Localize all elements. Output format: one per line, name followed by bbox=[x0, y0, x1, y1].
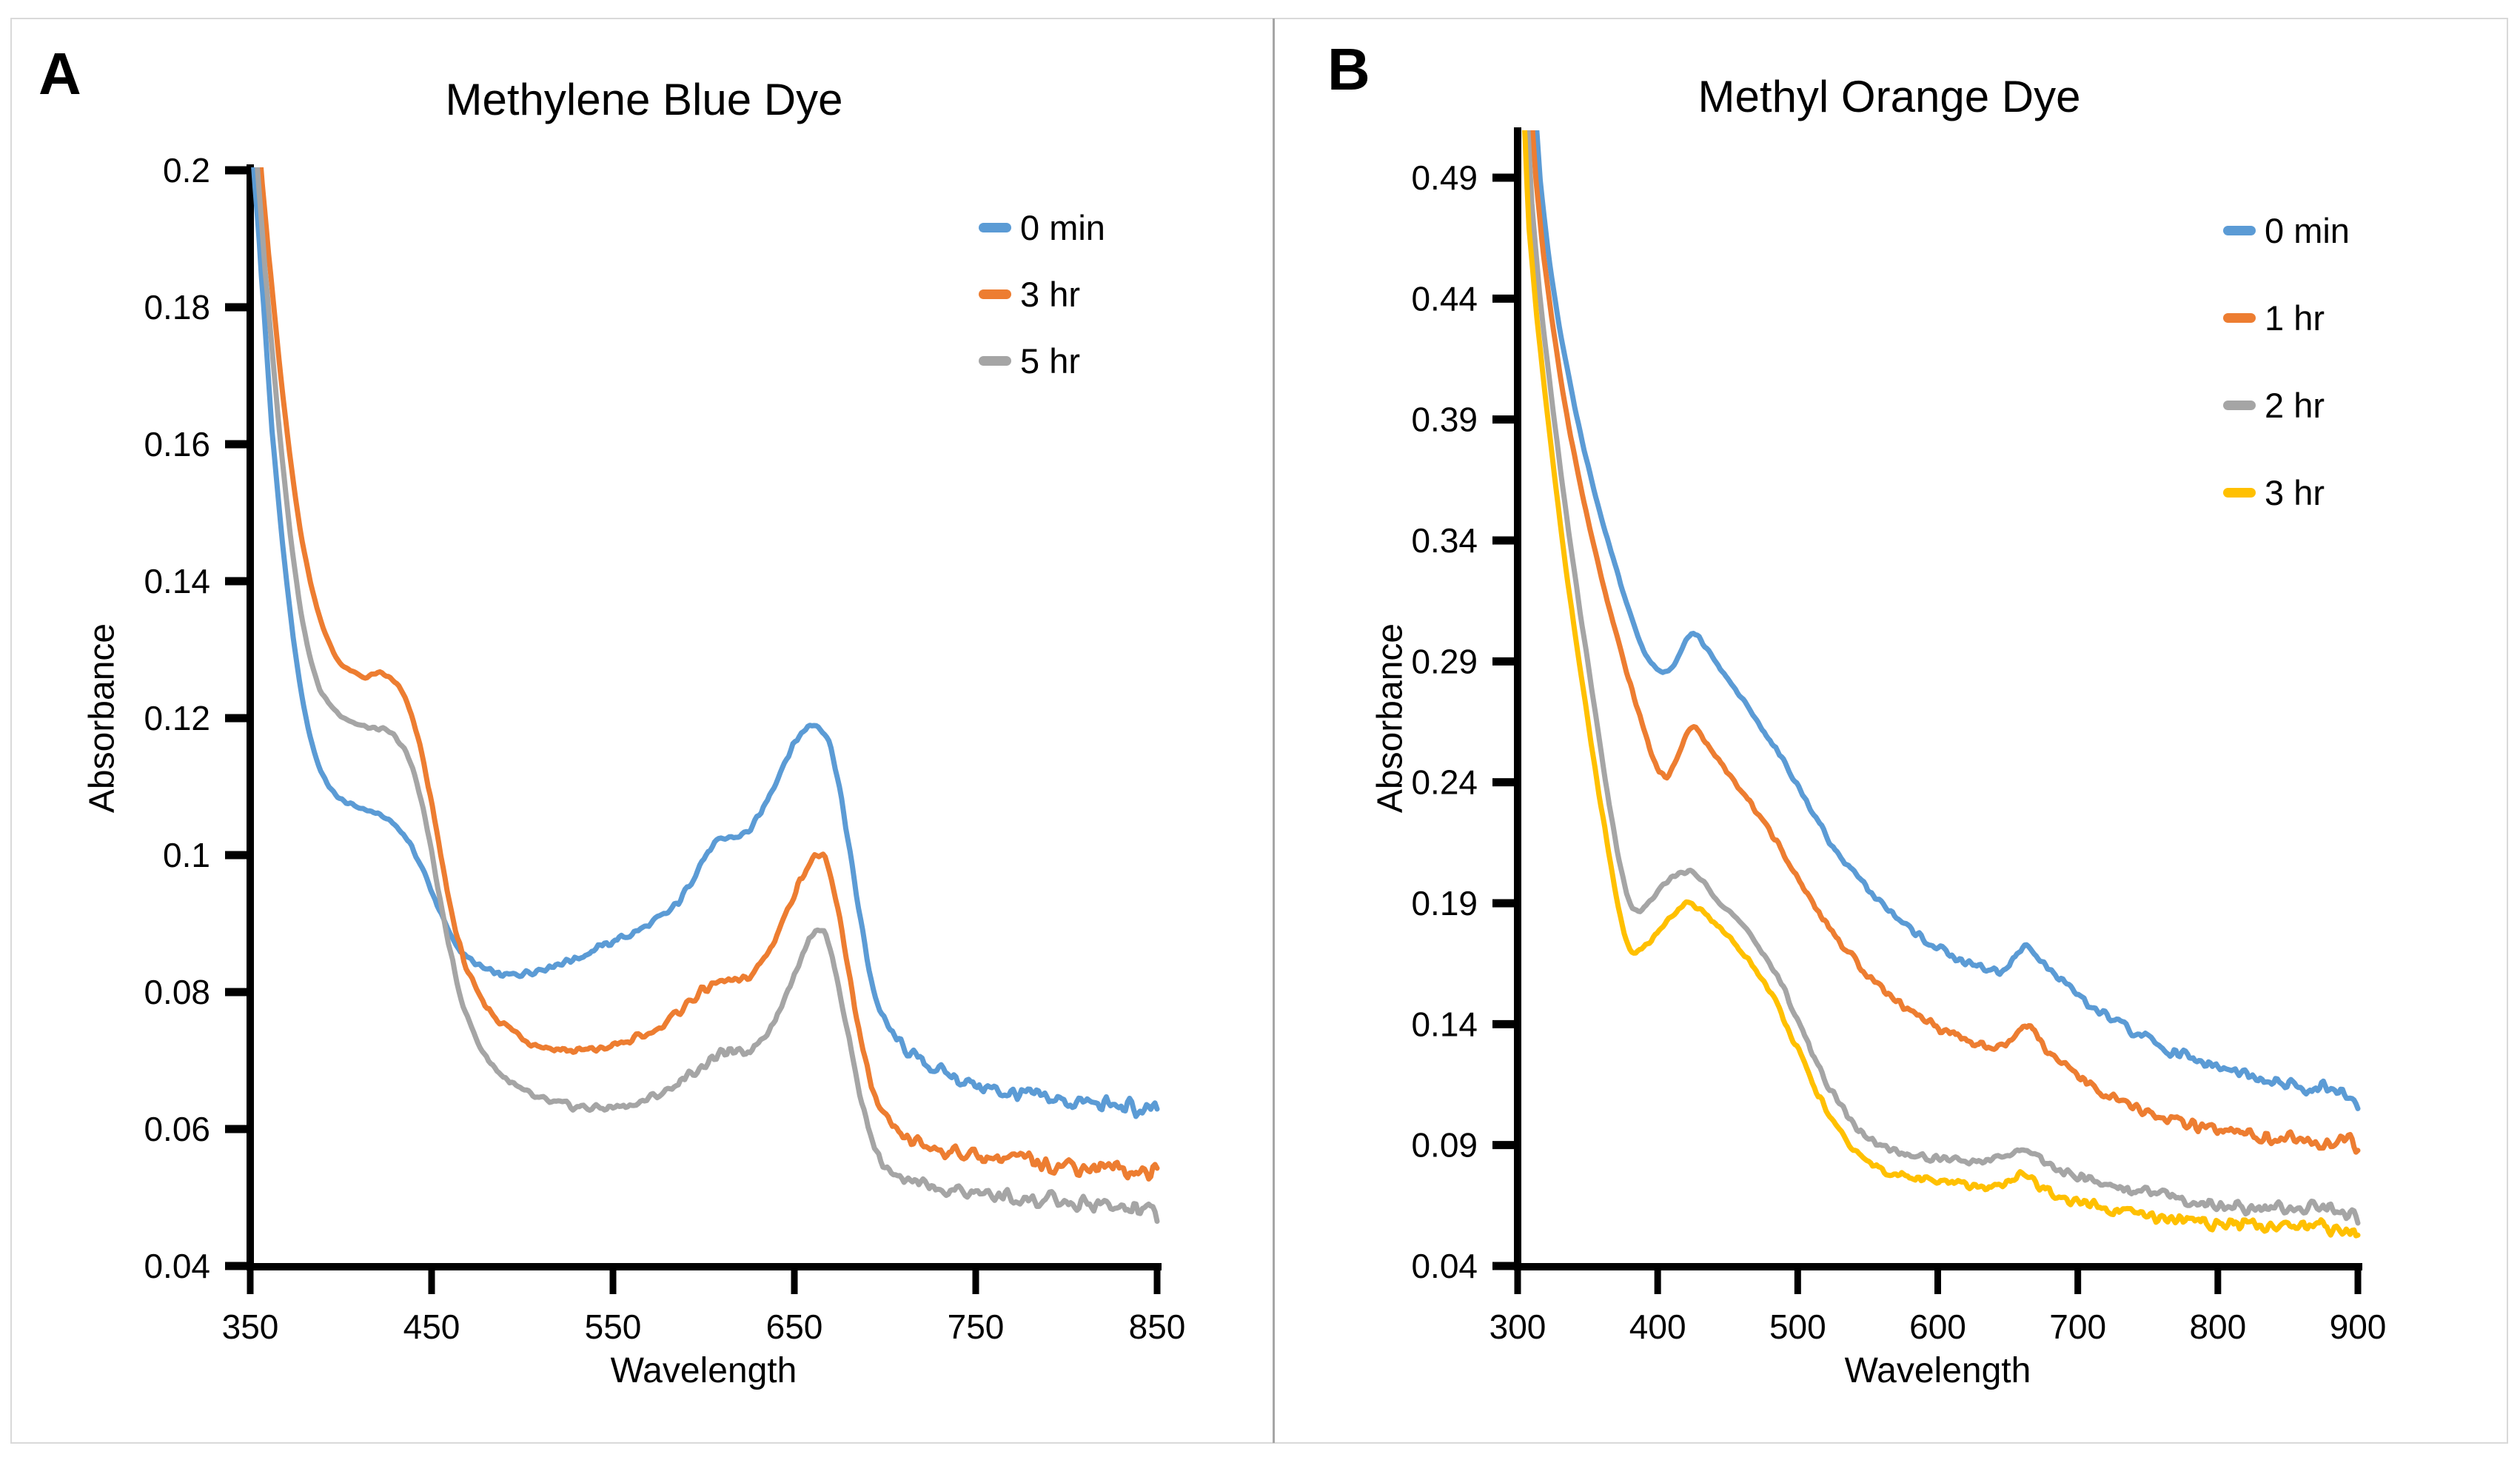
x-tick-label: 750 bbox=[948, 1307, 1005, 1346]
legend-color-dash bbox=[2223, 487, 2256, 498]
y-tick-label: 0.19 bbox=[1411, 884, 1478, 922]
y-tick-label: 0.09 bbox=[1411, 1126, 1478, 1165]
legend-item-3-hr: 3 hr bbox=[2223, 472, 2350, 512]
legend-color-dash bbox=[979, 222, 1011, 232]
figure-border bbox=[10, 18, 2508, 1444]
legend-color-dash bbox=[2223, 225, 2256, 235]
legend-label: 3 hr bbox=[1020, 274, 1080, 314]
chart-b-title: Methyl Orange Dye bbox=[1698, 72, 2081, 121]
panel-a-letter: A bbox=[38, 41, 81, 107]
series-line-1-hr bbox=[1529, 130, 2361, 1155]
y-tick-label: 0.24 bbox=[1411, 763, 1478, 802]
y-tick-label: 0.06 bbox=[144, 1110, 210, 1148]
chart-a-x-axis-title: Wavelength bbox=[610, 1351, 797, 1390]
legend-item-3-hr: 3 hr bbox=[979, 274, 1105, 314]
x-tick-label: 600 bbox=[1909, 1307, 1966, 1346]
chart-b-x-axis-title: Wavelength bbox=[1844, 1351, 2031, 1390]
chart-a-title: Methylene Blue Dye bbox=[445, 75, 843, 124]
chart-a-y-axis-title: Absorbance bbox=[82, 623, 122, 814]
panel-divider bbox=[1273, 19, 1275, 1443]
legend-label: 1 hr bbox=[2265, 298, 2325, 338]
legend-label: 2 hr bbox=[2265, 385, 2325, 425]
chart-b-y-axis-title: Absorbance bbox=[1370, 623, 1410, 814]
legend-color-dash bbox=[2223, 400, 2256, 410]
series-line-0-min bbox=[1534, 130, 2361, 1111]
legend-label: 3 hr bbox=[2265, 472, 2325, 512]
y-tick-label: 0.18 bbox=[144, 288, 210, 326]
legend-color-dash bbox=[2223, 312, 2256, 323]
y-tick-label: 0.49 bbox=[1411, 158, 1478, 197]
x-tick-label: 650 bbox=[766, 1307, 823, 1346]
y-tick-label: 0.08 bbox=[144, 973, 210, 1011]
x-tick-label: 450 bbox=[403, 1307, 460, 1346]
x-tick-label: 700 bbox=[2049, 1307, 2106, 1346]
x-tick-label: 300 bbox=[1489, 1307, 1546, 1346]
legend-color-dash bbox=[979, 355, 1011, 366]
legend-label: 0 min bbox=[2265, 210, 2350, 250]
x-tick-label: 900 bbox=[2330, 1307, 2387, 1346]
y-tick-label: 0.2 bbox=[163, 151, 210, 190]
series-line-3-hr bbox=[258, 167, 1160, 1182]
legend-item-1-hr: 1 hr bbox=[2223, 298, 2350, 338]
y-tick-label: 0.29 bbox=[1411, 642, 1478, 680]
series-line-5-hr bbox=[255, 167, 1160, 1225]
x-tick-label: 350 bbox=[222, 1307, 279, 1346]
legend-item-0-min: 0 min bbox=[979, 207, 1105, 247]
y-tick-label: 0.04 bbox=[144, 1247, 210, 1285]
x-tick-label: 550 bbox=[585, 1307, 642, 1346]
y-tick-label: 0.04 bbox=[1411, 1247, 1478, 1285]
x-tick-label: 400 bbox=[1629, 1307, 1686, 1346]
series-line-3-hr bbox=[1521, 130, 2361, 1239]
chart-b-legend: 0 min 1 hr 2 hr 3 hr bbox=[2223, 210, 2350, 512]
panel-b-letter: B bbox=[1327, 36, 1370, 102]
x-tick-label: 800 bbox=[2189, 1307, 2246, 1346]
y-tick-label: 0.34 bbox=[1411, 521, 1478, 560]
x-tick-label: 500 bbox=[1769, 1307, 1826, 1346]
y-tick-label: 0.14 bbox=[1411, 1005, 1478, 1043]
legend-item-0-min: 0 min bbox=[2223, 210, 2350, 250]
series-line-0-min bbox=[251, 167, 1160, 1119]
legend-label: 0 min bbox=[1020, 207, 1105, 247]
y-tick-label: 0.12 bbox=[144, 699, 210, 737]
legend-item-5-hr: 5 hr bbox=[979, 341, 1105, 381]
legend-label: 5 hr bbox=[1020, 341, 1080, 381]
x-tick-label: 850 bbox=[1129, 1307, 1186, 1346]
y-tick-label: 0.14 bbox=[144, 562, 210, 600]
y-tick-label: 0.39 bbox=[1411, 401, 1478, 439]
y-tick-label: 0.44 bbox=[1411, 279, 1478, 318]
legend-color-dash bbox=[979, 289, 1011, 299]
series-line-2-hr bbox=[1525, 130, 2361, 1226]
y-tick-label: 0.16 bbox=[144, 425, 210, 463]
chart-a-legend: 0 min 3 hr 5 hr bbox=[979, 207, 1105, 381]
y-tick-label: 0.1 bbox=[163, 836, 210, 874]
legend-item-2-hr: 2 hr bbox=[2223, 385, 2350, 425]
